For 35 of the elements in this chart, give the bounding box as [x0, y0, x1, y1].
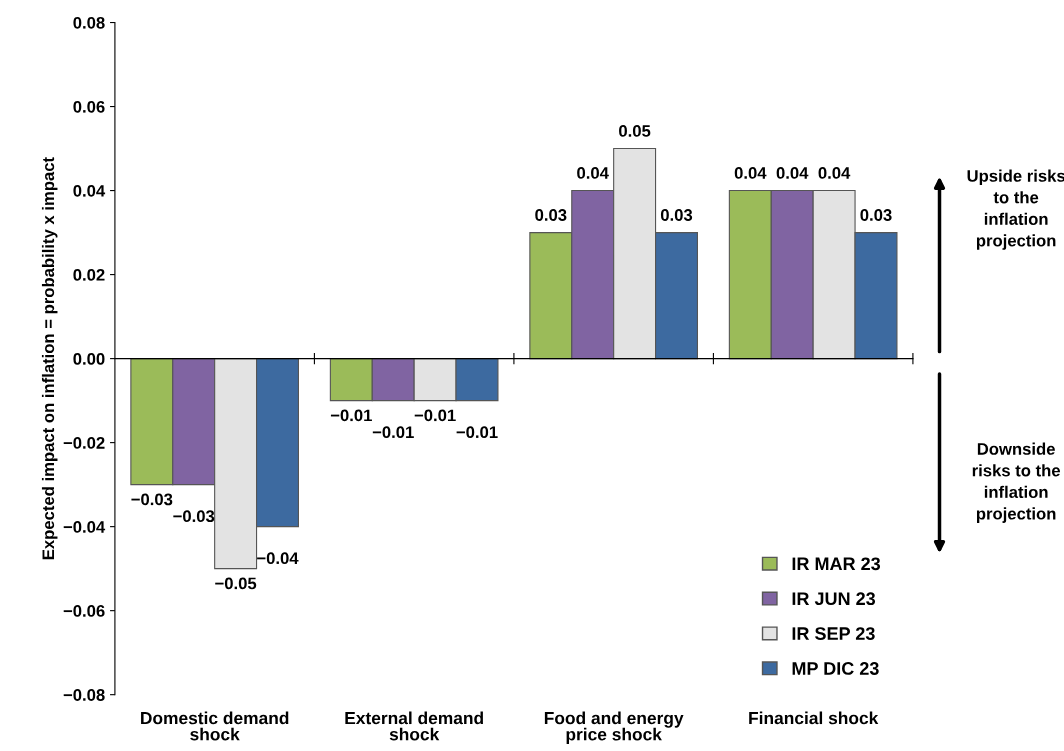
- legend-label: IR SEP 23: [792, 627, 875, 640]
- y-tick-label: −0.06: [63, 605, 105, 617]
- legend-label: IR MAR 23: [792, 557, 881, 571]
- x-tick-label: Domestic demand shock: [141, 711, 289, 741]
- y-tick-label: 0.06: [73, 100, 105, 113]
- data-label: −0.01: [456, 426, 498, 439]
- y-tick-label: −0.04: [63, 521, 106, 533]
- data-label: 0.04: [776, 167, 809, 179]
- data-label: −0.03: [173, 510, 215, 523]
- x-tick-label: External demand shock: [345, 711, 483, 741]
- data-label: −0.03: [131, 493, 173, 506]
- y-tick-label: 0.04: [73, 184, 106, 197]
- text: Downside risks to the inflation projection: [972, 442, 1061, 523]
- data-label: −0.01: [330, 409, 372, 422]
- x-tick-label: Food and energy price shock: [544, 711, 684, 744]
- y-tick-label: −0.08: [63, 689, 105, 701]
- data-label: 0.04: [577, 167, 609, 179]
- y-tick-label: 0.00: [73, 353, 105, 365]
- data-label: −0.05: [215, 577, 257, 590]
- data-label: 0.03: [660, 209, 693, 221]
- y-tick-label: 0.08: [73, 16, 105, 29]
- legend-label: IR JUN 23: [792, 592, 876, 606]
- data-label: 0.04: [818, 167, 851, 179]
- y-tick-label: −0.02: [63, 437, 105, 449]
- data-label: −0.01: [414, 409, 456, 422]
- data-label: 0.05: [619, 125, 651, 137]
- data-label: −0.01: [372, 426, 414, 439]
- data-label: −0.04: [257, 552, 299, 565]
- y-axis-title: Expected impact on inflation = probability x impact: [41, 157, 58, 560]
- data-label: 0.03: [860, 209, 892, 221]
- x-tick-label: Financial shock: [749, 711, 879, 725]
- data-label: 0.04: [734, 167, 767, 179]
- y-tick-label: 0.02: [73, 268, 105, 281]
- data-label: 0.03: [535, 209, 567, 221]
- legend-label: MP DIC 23: [792, 662, 879, 675]
